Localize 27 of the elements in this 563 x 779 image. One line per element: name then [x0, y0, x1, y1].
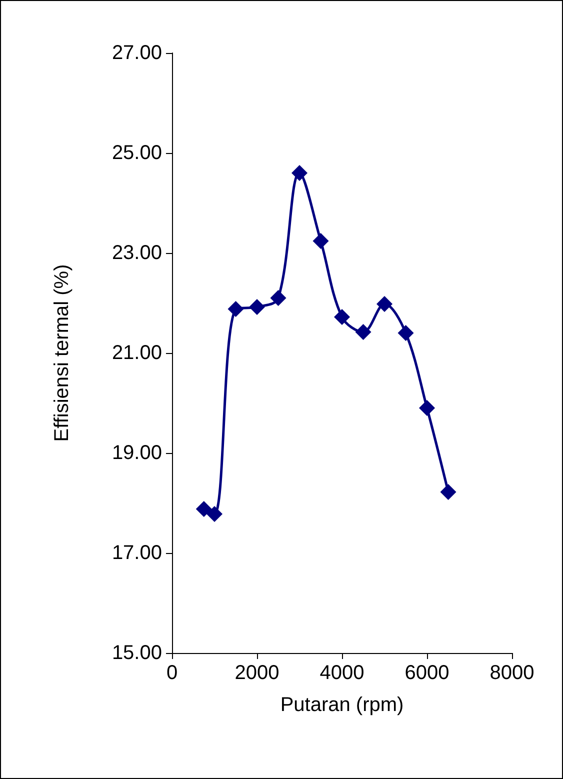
x-tick-label: 4000 — [320, 662, 364, 684]
point — [206, 506, 222, 522]
point — [398, 325, 414, 341]
point — [376, 296, 392, 312]
point — [196, 501, 212, 517]
x-tick-label: 6000 — [404, 662, 450, 684]
y-tick-label: 17.00 — [112, 542, 162, 564]
point — [419, 400, 435, 416]
point — [334, 309, 350, 325]
y-tick-label: 25.00 — [112, 142, 162, 164]
x-tick-label: 2000 — [234, 662, 280, 684]
x-tick-label: 8000 — [490, 662, 534, 684]
point — [292, 165, 308, 181]
point — [228, 301, 244, 317]
y-tick-label: 23.00 — [112, 242, 162, 264]
y-axis-title: Effisiensi termal (%) — [51, 264, 73, 442]
point — [270, 290, 286, 306]
y-tick-label: 15.00 — [112, 642, 162, 664]
y-tick-label: 27.00 — [112, 42, 162, 64]
y-tick-label: 21.00 — [112, 342, 162, 364]
x-axis-title: Putaran (rpm) — [280, 694, 404, 716]
x-tick-label: 0 — [166, 662, 178, 684]
point — [440, 484, 456, 500]
y-tick-label: 19.00 — [112, 442, 162, 464]
point — [355, 324, 372, 340]
point — [312, 233, 329, 249]
point — [249, 299, 265, 315]
